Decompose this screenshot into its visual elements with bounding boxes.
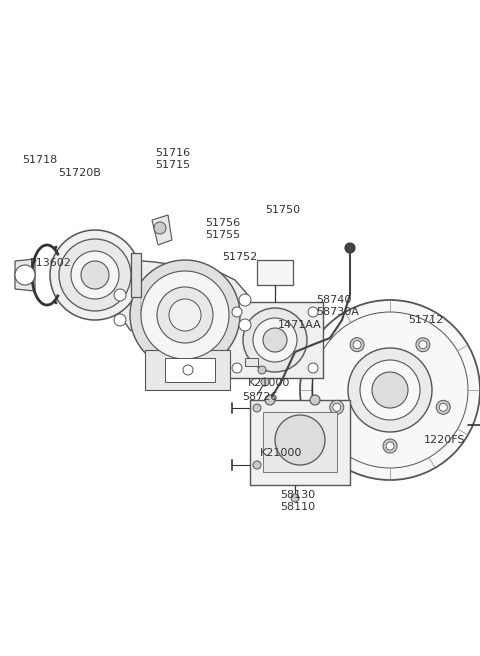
Circle shape: [253, 318, 297, 362]
Polygon shape: [145, 350, 230, 390]
Circle shape: [353, 340, 361, 349]
Circle shape: [71, 251, 119, 299]
Text: 1220FS: 1220FS: [424, 435, 466, 445]
Text: 51715: 51715: [155, 160, 190, 170]
Circle shape: [243, 308, 307, 372]
Circle shape: [154, 222, 166, 234]
Text: 1471AA: 1471AA: [278, 320, 322, 330]
Polygon shape: [227, 302, 323, 378]
Circle shape: [265, 395, 275, 405]
Circle shape: [439, 403, 447, 411]
Polygon shape: [131, 253, 141, 297]
Text: 51756: 51756: [205, 218, 240, 228]
Circle shape: [263, 328, 287, 352]
Text: 58730A: 58730A: [316, 307, 359, 317]
Circle shape: [15, 265, 35, 285]
Text: 51752: 51752: [222, 252, 257, 262]
Circle shape: [141, 271, 229, 359]
Polygon shape: [15, 259, 35, 291]
Circle shape: [333, 403, 341, 411]
Text: K21000: K21000: [260, 448, 302, 458]
Polygon shape: [257, 260, 293, 285]
Text: 51755: 51755: [205, 230, 240, 240]
Text: 58740: 58740: [316, 295, 351, 305]
Circle shape: [300, 300, 480, 480]
Circle shape: [59, 239, 131, 311]
Circle shape: [310, 395, 320, 405]
Circle shape: [114, 289, 126, 301]
Circle shape: [253, 461, 261, 469]
Circle shape: [383, 439, 397, 453]
Circle shape: [275, 415, 325, 465]
Text: 51712: 51712: [408, 315, 443, 325]
Polygon shape: [152, 215, 172, 245]
Polygon shape: [250, 400, 350, 485]
Text: K21000: K21000: [248, 378, 290, 388]
Circle shape: [360, 360, 420, 420]
Circle shape: [232, 363, 242, 373]
Text: P13602: P13602: [30, 258, 72, 268]
Circle shape: [436, 400, 450, 415]
Text: 51750: 51750: [265, 205, 300, 215]
Circle shape: [345, 243, 355, 253]
Text: 51716: 51716: [155, 148, 190, 158]
Polygon shape: [245, 358, 258, 366]
Circle shape: [239, 294, 251, 306]
Text: 58110: 58110: [280, 502, 315, 512]
Circle shape: [348, 348, 432, 432]
Circle shape: [261, 378, 269, 386]
Circle shape: [50, 230, 140, 320]
Circle shape: [157, 287, 213, 343]
Circle shape: [114, 314, 126, 326]
Text: 58130: 58130: [280, 490, 315, 500]
Circle shape: [386, 442, 394, 450]
Circle shape: [130, 260, 240, 370]
Text: 51720B: 51720B: [58, 168, 101, 178]
Circle shape: [308, 307, 318, 317]
Circle shape: [416, 338, 430, 352]
Circle shape: [81, 261, 109, 289]
Circle shape: [253, 404, 261, 412]
Polygon shape: [165, 358, 215, 382]
Circle shape: [291, 494, 299, 502]
Circle shape: [350, 338, 364, 352]
Circle shape: [419, 340, 427, 349]
Circle shape: [239, 319, 251, 331]
Circle shape: [232, 307, 242, 317]
Text: 58726: 58726: [242, 392, 277, 402]
Text: 51718: 51718: [22, 155, 57, 165]
Circle shape: [258, 366, 266, 374]
Circle shape: [372, 372, 408, 408]
Polygon shape: [263, 412, 337, 472]
Circle shape: [330, 400, 344, 415]
Circle shape: [169, 299, 201, 331]
Circle shape: [308, 363, 318, 373]
Polygon shape: [115, 260, 248, 345]
Circle shape: [183, 365, 193, 375]
